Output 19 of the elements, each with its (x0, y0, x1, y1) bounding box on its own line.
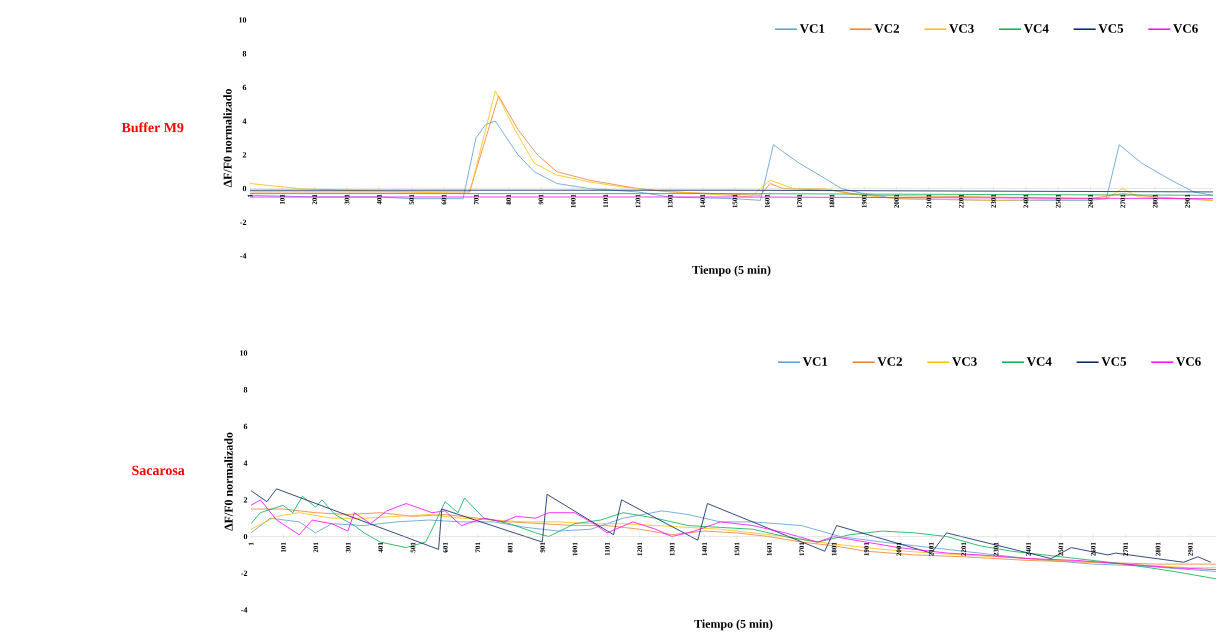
legend-label: VC3 (952, 357, 977, 367)
legend-label: VC2 (877, 357, 902, 367)
line-series (251, 488, 1212, 563)
legend-label: VC6 (1176, 357, 1201, 367)
legend-label: VC2 (874, 24, 900, 34)
y-axis-title: ΔF/F0 normalizado (224, 432, 233, 531)
legend-label: VC1 (802, 357, 828, 367)
legend-label: VC6 (1173, 24, 1198, 34)
legend-label: VC4 (1026, 357, 1052, 367)
text: Sacarosa (132, 465, 185, 476)
x-axis-title: Tiempo (5 min) (694, 619, 773, 631)
legend-label: VC4 (1023, 24, 1049, 34)
x-axis-title: Tiempo (5 min) (692, 265, 771, 277)
legend-label: VC1 (799, 24, 825, 34)
legend-label: VC5 (1101, 357, 1127, 367)
text: Buffer M9 (121, 122, 184, 133)
legend-label: VC3 (949, 24, 974, 34)
y-axis-title: ΔF/F0 normalizado (223, 89, 232, 188)
legend-label: VC5 (1098, 24, 1124, 34)
